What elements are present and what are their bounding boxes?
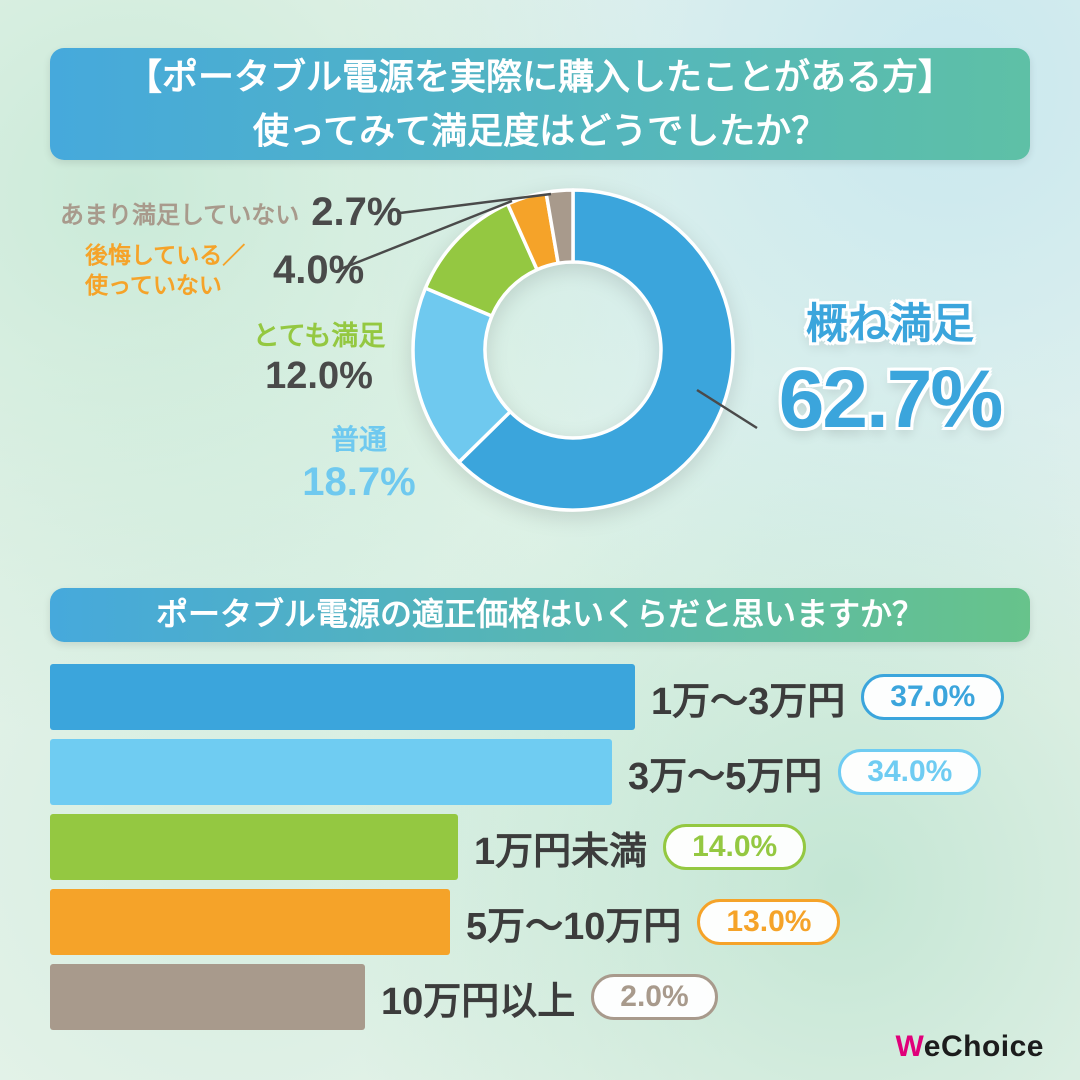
donut-label-very-satisfied: とても満足 12.0% bbox=[243, 314, 395, 398]
bar-value-text: 37.0% bbox=[890, 680, 976, 713]
donut-label-not-satisfied-text: あまり満足していない bbox=[60, 202, 300, 229]
price-bar-chart: 1万〜3万円 37.0% 3万〜5万円 34.0% 1万円未満 14.0% 5万… bbox=[50, 664, 1030, 1039]
bar bbox=[50, 814, 458, 880]
satisfaction-header-banner: 【ポータブル電源を実際に購入したことがある方】 使ってみて満足度はどうでしたか？ bbox=[50, 48, 1030, 160]
bar-row: 1万円未満 14.0% bbox=[50, 814, 1030, 880]
donut-svg bbox=[411, 188, 735, 512]
bar-value-pill: 14.0% bbox=[663, 824, 807, 870]
donut-label-very-satisfied-value: 12.0% bbox=[265, 355, 373, 397]
price-header-banner: ポータブル電源の適正価格はいくらだと思いますか？ bbox=[50, 588, 1030, 642]
bar-category-label: 3万〜5万円 bbox=[628, 755, 823, 798]
donut-label-mostly-satisfied-text: 概ね満足 bbox=[805, 300, 974, 347]
donut-segment-0 bbox=[457, 188, 735, 512]
bar-value-text: 14.0% bbox=[692, 830, 778, 863]
bar bbox=[50, 889, 450, 955]
bar bbox=[50, 964, 365, 1030]
logo-rest: eChoice bbox=[923, 1030, 1044, 1063]
bar-value-text: 2.0% bbox=[620, 980, 689, 1013]
bar-row: 3万〜5万円 34.0% bbox=[50, 739, 1030, 805]
satisfaction-donut-chart bbox=[408, 185, 738, 515]
bar-row: 1万〜3万円 37.0% bbox=[50, 664, 1030, 730]
wechoice-logo: WeChoice bbox=[896, 1030, 1045, 1064]
bar-value-text: 13.0% bbox=[726, 905, 812, 938]
bar-category-label: 5万〜10万円 bbox=[466, 905, 682, 948]
donut-label-mostly-satisfied-value: 62.7% bbox=[778, 354, 1004, 445]
donut-segment-4 bbox=[544, 188, 575, 266]
bar-value-pill: 2.0% bbox=[591, 974, 718, 1020]
donut-label-very-satisfied-text: とても満足 bbox=[252, 321, 386, 351]
bar-value-pill: 34.0% bbox=[838, 749, 982, 795]
donut-label-not-satisfied-value: 2.7% bbox=[311, 190, 403, 234]
bar-category-label: 1万〜3万円 bbox=[651, 680, 846, 723]
bar bbox=[50, 664, 635, 730]
donut-label-regret-text: 後悔している／使っていない bbox=[85, 242, 246, 298]
bar bbox=[50, 739, 612, 805]
bar-row: 5万〜10万円 13.0% bbox=[50, 889, 1030, 955]
donut-label-mostly-satisfied: 概ね満足 62.7% bbox=[742, 290, 1038, 447]
header2-title: ポータブル電源の適正価格はいくらだと思いますか？ bbox=[155, 596, 924, 633]
header1-line1: 【ポータブル電源を実際に購入したことがある方】 bbox=[125, 56, 954, 97]
donut-label-normal: 普通 18.7% bbox=[283, 418, 435, 505]
bar-value-pill: 37.0% bbox=[861, 674, 1005, 720]
bar-value-pill: 13.0% bbox=[697, 899, 841, 945]
header1-line2: 使ってみて満足度はどうでしたか？ bbox=[252, 110, 828, 151]
bar-category-label: 1万円未満 bbox=[474, 830, 648, 873]
donut-label-not-satisfied: あまり満足していない 2.7% bbox=[60, 190, 402, 235]
bar-category-label: 10万円以上 bbox=[381, 980, 576, 1023]
donut-label-normal-value: 18.7% bbox=[302, 460, 416, 504]
donut-label-regret-value: 4.0% bbox=[273, 248, 365, 293]
donut-label-regret: 後悔している／使っていない 4.0% bbox=[85, 241, 364, 301]
donut-label-normal-text: 普通 bbox=[330, 424, 387, 455]
bar-value-text: 34.0% bbox=[867, 755, 953, 788]
logo-w-accent: W bbox=[895, 1030, 924, 1063]
bar-row: 10万円以上 2.0% bbox=[50, 964, 1030, 1030]
